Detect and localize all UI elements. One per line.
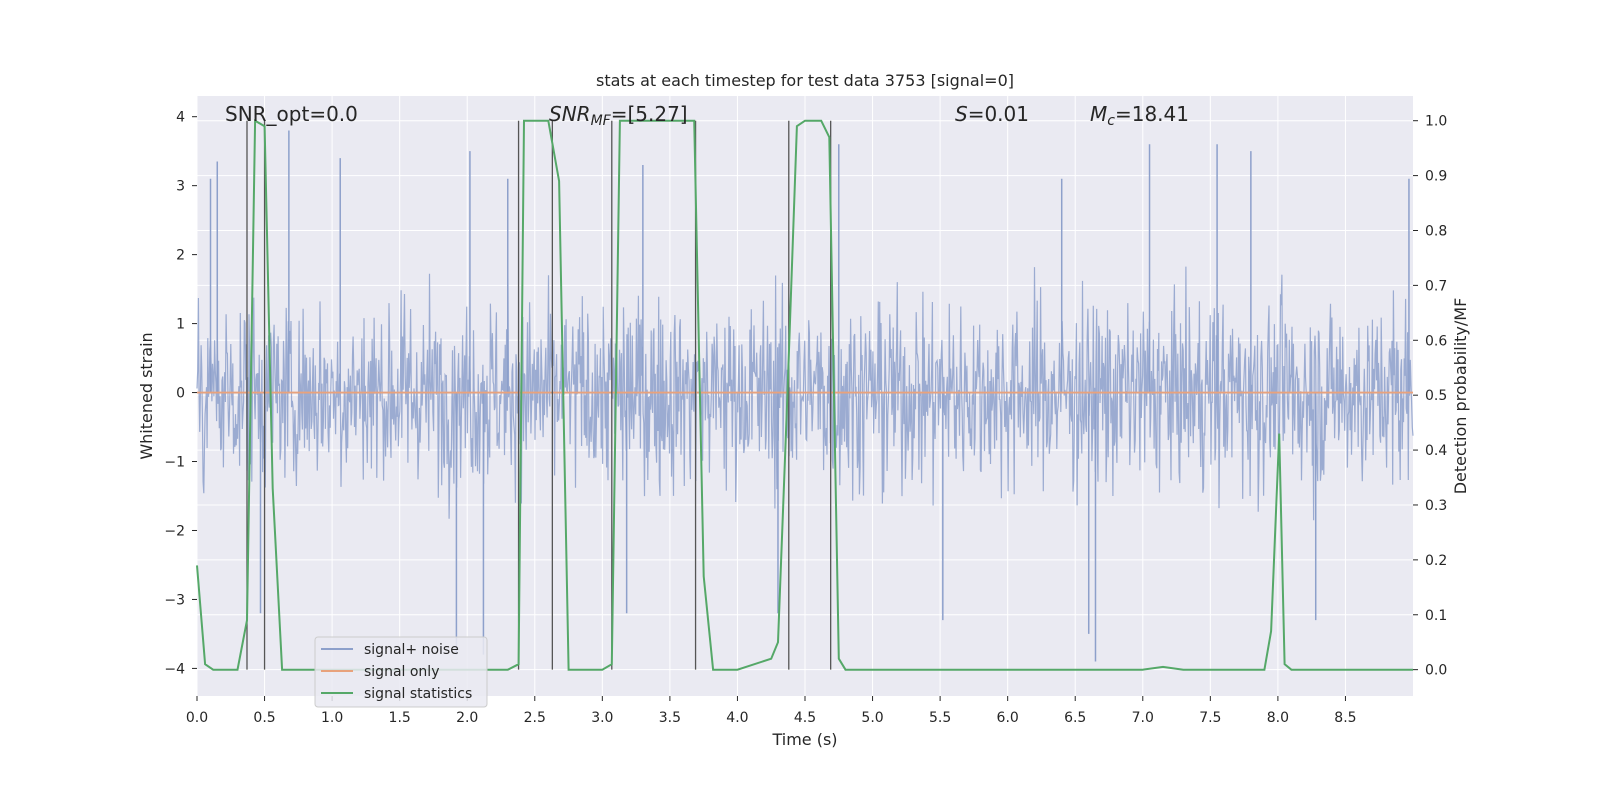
y-right-tick-label: 0.9 [1425,169,1447,185]
y-tick-label: −1 [164,455,185,471]
x-tick-label: 0.5 [253,710,275,726]
y-right-tick-label: 0.6 [1425,333,1447,349]
y-right-axis-label: Detection probability/MF [1451,298,1470,495]
s-value: =0.01 [968,102,1029,126]
y-right-tick-label: 0.1 [1425,608,1447,624]
legend-label-signal-only: signal only [364,664,439,680]
x-tick-label: 6.0 [997,710,1019,726]
y-tick-label: 2 [176,248,185,264]
snr-opt-annotation: SNR_opt=0.0 [225,102,358,126]
x-tick-label: 8.0 [1267,710,1289,726]
mc-annotation: Mc=18.41 [1090,102,1189,129]
x-tick-label: 3.0 [591,710,613,726]
x-tick-label: 8.5 [1334,710,1356,726]
y-right-tick-label: 0.7 [1425,278,1447,294]
x-axis-label: Time (s) [771,730,837,749]
x-tick-label: 2.5 [524,710,546,726]
y-right-tick-label: 1.0 [1425,114,1447,130]
y-right-tick-label: 0.8 [1425,223,1447,239]
y-axis-label: Whitened strain [137,332,156,459]
x-tick-label: 1.5 [389,710,411,726]
x-tick-label: 0.0 [186,710,208,726]
snr-mf-annotation: SNRMF=[5.27] [549,102,688,129]
legend-box [314,636,488,708]
signal-statistics-series [196,118,1413,671]
snr-mf-sub: MF [591,113,612,129]
x-tick-label: 2.0 [456,710,478,726]
chart-title: stats at each timestep for test data 375… [596,71,1014,90]
signal-noise-line [196,266,1414,521]
signal-noise-series [196,130,1414,662]
x-tick-label: 7.0 [1132,710,1154,726]
x-tick-label: 3.5 [659,710,681,726]
x-tick-label: 4.0 [726,710,748,726]
y-right-tick-label: 0.3 [1425,498,1447,514]
x-tick-label: 4.5 [794,710,816,726]
s-symbol: S [955,102,968,126]
s-annotation: S=0.01 [955,102,1029,126]
legend-label-signal-statistics: signal statistics [364,686,472,702]
x-tick-label: 5.5 [929,710,951,726]
snr-mf-main: SNR [549,102,591,126]
y-tick-label: 3 [176,179,185,195]
mc-value: =18.41 [1115,102,1189,126]
x-tick-label: 1.0 [321,710,343,726]
axis-ticks: 0.0 0.5 1.0 1.5 2.0 2.5 3.0 3.5 4.0 4.5 5.0 5.5 6.0 6… [164,110,1447,726]
snr-mf-value: =[5.27] [611,102,688,126]
y-tick-label: −3 [164,592,185,608]
x-tick-label: 7.5 [1199,710,1221,726]
legend-label-signal-noise: signal+ noise [364,642,459,658]
x-tick-label: 6.5 [1064,710,1086,726]
y-tick-label: 4 [176,110,185,126]
legend: signal+ noise signal only signal statist… [314,636,488,708]
signal-statistics-line [196,118,1413,671]
y-right-tick-label: 0.5 [1425,388,1447,404]
y-tick-label: 0 [176,386,185,402]
y-right-tick-label: 0.0 [1425,663,1447,679]
y-right-tick-label: 0.4 [1425,443,1447,459]
mc-main: M [1090,102,1107,126]
y-tick-label: −2 [164,523,185,539]
y-right-tick-label: 0.2 [1425,553,1447,569]
mc-sub: c [1107,113,1115,129]
x-tick-label: 5.0 [861,710,883,726]
y-tick-label: 1 [176,317,185,333]
y-tick-label: −4 [164,661,185,677]
